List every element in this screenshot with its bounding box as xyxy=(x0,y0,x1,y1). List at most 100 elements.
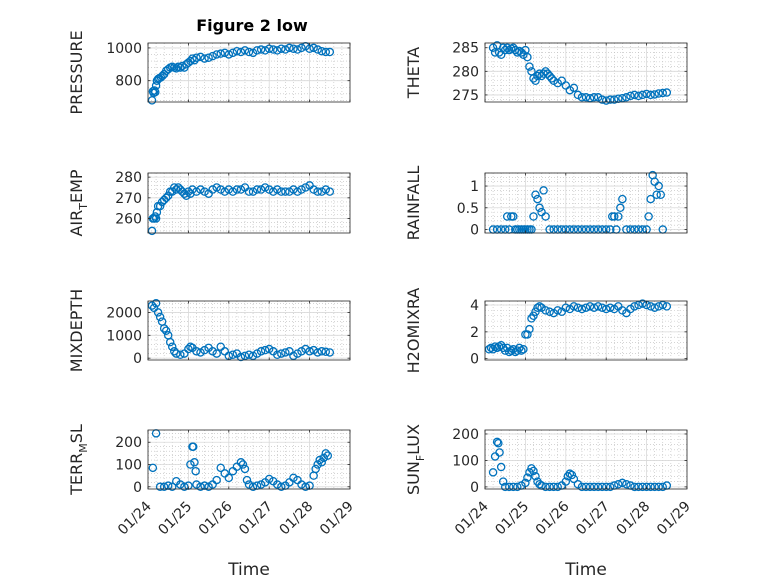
x-tick-label: 01/26 xyxy=(196,498,236,538)
data-point xyxy=(533,194,542,204)
data-point xyxy=(509,482,518,492)
data-point xyxy=(236,352,246,362)
y-axis-label: AIRTEMP xyxy=(67,169,90,236)
data-point xyxy=(531,76,540,86)
y-tick-label: 275 xyxy=(452,88,479,104)
data-point xyxy=(208,51,217,61)
data-point xyxy=(200,54,209,63)
data-point xyxy=(311,464,320,474)
x-tick-label: 01/27 xyxy=(573,499,613,539)
series-points xyxy=(488,41,672,105)
plot-area xyxy=(485,430,687,489)
series-points xyxy=(147,181,335,236)
y-tick-label: 1000 xyxy=(106,328,142,344)
data-point xyxy=(277,349,286,358)
y-tick-label: 0 xyxy=(470,480,479,496)
data-point xyxy=(569,83,579,93)
data-point xyxy=(535,302,544,311)
series-points xyxy=(147,42,335,105)
data-point xyxy=(605,303,615,312)
data-point xyxy=(500,482,510,492)
data-point xyxy=(513,482,522,492)
data-point xyxy=(297,480,306,489)
subplot-1: 800 1000 PRESSURE xyxy=(67,30,351,115)
data-point xyxy=(549,482,558,492)
data-point xyxy=(525,324,534,334)
axes-frame xyxy=(484,42,688,103)
data-point xyxy=(589,303,599,312)
data-point xyxy=(529,466,538,476)
data-point xyxy=(252,185,262,194)
plot-area xyxy=(148,173,350,233)
data-point xyxy=(244,480,254,489)
major-grid xyxy=(148,173,350,233)
data-point xyxy=(658,300,668,310)
data-point xyxy=(593,302,603,311)
data-point xyxy=(242,475,252,485)
data-point xyxy=(260,183,270,192)
data-point xyxy=(630,482,639,492)
data-point xyxy=(224,473,234,483)
x-axis-label: Time xyxy=(564,560,607,580)
data-point xyxy=(525,62,534,71)
data-point xyxy=(523,330,532,339)
x-tick-label: 01/29 xyxy=(317,499,357,539)
y-tick-label: 0 xyxy=(470,352,479,368)
data-point xyxy=(190,458,199,467)
data-point xyxy=(593,482,603,492)
y-tick-label: 0 xyxy=(133,480,142,496)
data-point xyxy=(188,442,198,451)
data-point xyxy=(610,95,619,104)
data-point xyxy=(180,189,189,198)
data-point xyxy=(495,448,504,457)
data-point xyxy=(297,43,306,53)
data-point xyxy=(321,347,331,357)
data-point xyxy=(634,91,643,101)
axes-frame xyxy=(147,300,351,361)
subplot-8: 0 100 200 01/24 01/25 01/26 01/27 01/28 01/29 Tim… xyxy=(404,424,694,580)
data-point xyxy=(541,212,550,221)
data-point xyxy=(527,464,536,473)
data-point xyxy=(191,466,200,476)
y-axis-label: PRESSURE xyxy=(67,30,86,114)
data-point xyxy=(650,482,659,492)
data-point xyxy=(317,187,326,196)
x-tick-label: 01/28 xyxy=(277,499,317,539)
data-point xyxy=(224,50,234,59)
data-point xyxy=(277,44,286,53)
data-point xyxy=(151,214,161,223)
data-point xyxy=(545,307,554,316)
data-point xyxy=(212,349,221,358)
y-axis-label: MIXDEPTH xyxy=(67,289,86,372)
data-point xyxy=(601,304,611,314)
data-point xyxy=(180,482,189,492)
data-point xyxy=(490,342,500,351)
y-axis-label: THETA xyxy=(404,47,423,99)
data-point xyxy=(317,347,326,356)
data-point xyxy=(496,462,506,472)
data-point xyxy=(228,187,238,196)
y-tick-label: 0 xyxy=(133,351,142,367)
data-point xyxy=(161,326,171,335)
x-tick-label: 01/28 xyxy=(614,499,654,539)
y-tick-label: 260 xyxy=(115,212,142,228)
data-point xyxy=(597,482,607,492)
data-point xyxy=(260,46,270,55)
data-point xyxy=(192,347,201,356)
data-point xyxy=(216,185,225,194)
figure-title: Figure 2 low xyxy=(196,16,308,35)
data-point xyxy=(577,93,587,102)
data-point xyxy=(605,482,615,492)
data-point xyxy=(277,187,286,196)
data-point xyxy=(196,52,205,62)
data-point xyxy=(321,185,331,194)
y-tick-label: 280 xyxy=(452,64,479,80)
data-point xyxy=(256,185,266,194)
data-point xyxy=(260,345,270,355)
y-tick-label: 2 xyxy=(470,325,479,341)
axes-frame xyxy=(147,429,351,490)
data-point xyxy=(256,45,266,54)
subplot-2: 275 280 285 THETA xyxy=(404,41,688,105)
data-point xyxy=(313,348,322,357)
